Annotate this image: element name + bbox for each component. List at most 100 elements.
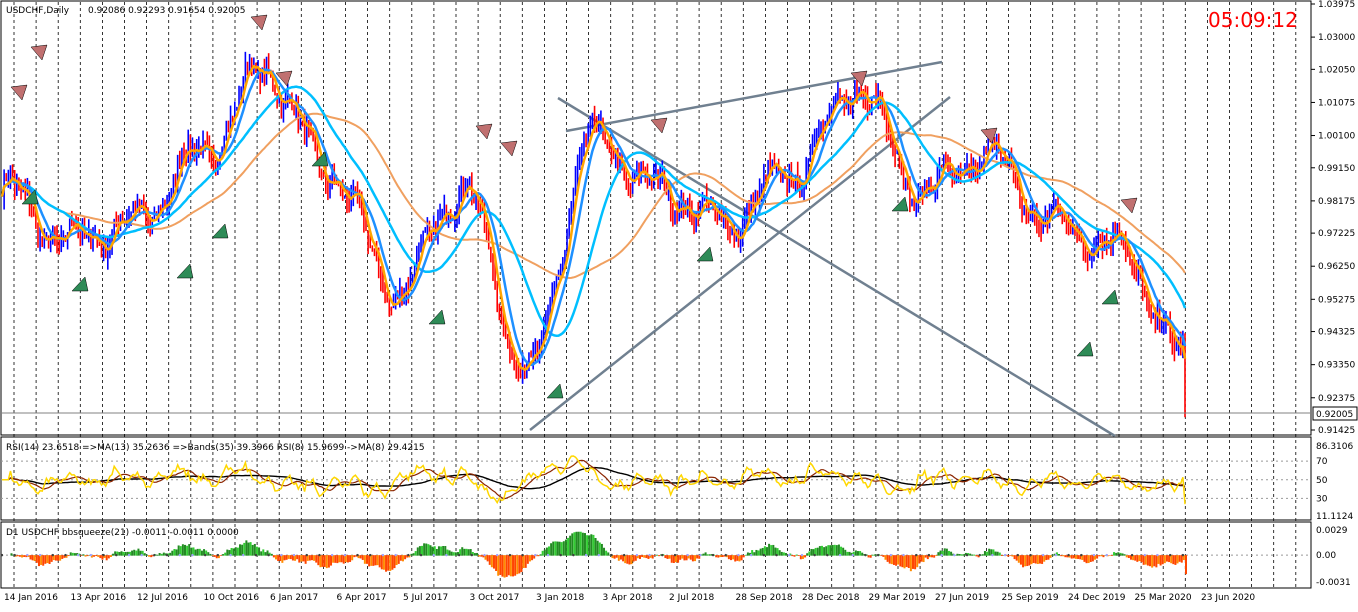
bbsqueeze-bar bbox=[1051, 554, 1054, 556]
bbsqueeze-bar bbox=[319, 555, 322, 568]
rsi-legend: RSI(14) 23.6518 =>MA(13) 35.2636 =>Bands… bbox=[6, 443, 425, 453]
squeeze-dot bbox=[1092, 553, 1096, 557]
bbsqueeze-bar bbox=[105, 555, 108, 561]
squeeze-dot bbox=[496, 553, 499, 557]
bbsqueeze-bar bbox=[556, 541, 559, 556]
squeeze-dot bbox=[1003, 553, 1007, 557]
bbsqueeze-bar bbox=[1060, 555, 1063, 557]
bbsqueeze-bar bbox=[351, 555, 354, 561]
bbsqueeze-bar bbox=[1034, 555, 1037, 564]
bbsqueeze-bar bbox=[990, 549, 993, 556]
bbsqueeze-bar bbox=[619, 555, 622, 560]
bbsqueeze-bar bbox=[376, 555, 379, 566]
bbsqueeze-bar bbox=[751, 550, 754, 556]
bbsqueeze-bar bbox=[1032, 555, 1035, 564]
bbsqueeze-bar bbox=[933, 555, 936, 558]
bbsqueeze-bar bbox=[258, 547, 261, 556]
squeeze-dot bbox=[178, 553, 181, 557]
bbsqueeze-bar bbox=[370, 555, 373, 566]
trendline bbox=[529, 96, 951, 431]
sell-arrow bbox=[650, 117, 668, 134]
bbsqueeze-bar bbox=[1115, 552, 1118, 556]
bbsqueeze-bar bbox=[776, 548, 779, 556]
rsi-tick-label: 50 bbox=[1316, 476, 1328, 486]
squeeze-dot bbox=[267, 553, 270, 557]
sell-arrow bbox=[1120, 197, 1138, 214]
bbsqueeze-bar bbox=[188, 544, 191, 556]
bbsqueeze-bar bbox=[630, 555, 633, 565]
bbsqueeze-bar bbox=[169, 552, 172, 556]
bbsqueeze-bar bbox=[374, 555, 377, 566]
bbsqueeze-bar bbox=[145, 554, 148, 556]
bbsqueeze-bar bbox=[162, 552, 165, 556]
squeeze-dot bbox=[800, 553, 804, 557]
bbsqueeze-bar bbox=[215, 555, 218, 559]
bbsqueeze-bar bbox=[653, 555, 656, 556]
bbsqueeze-bar bbox=[152, 555, 155, 557]
squeeze-dot bbox=[432, 553, 435, 557]
buy-arrow bbox=[428, 309, 446, 325]
bbsqueeze-bar bbox=[217, 555, 220, 559]
bbsqueeze-bar bbox=[294, 555, 297, 561]
bbsqueeze-bar bbox=[721, 555, 724, 557]
bbsqueeze-bar bbox=[488, 555, 491, 565]
bbsqueeze-bar bbox=[558, 541, 561, 556]
bbsqueeze-bar bbox=[626, 555, 629, 564]
bbsqueeze-bar bbox=[423, 543, 426, 556]
bbsqueeze-bar bbox=[981, 554, 984, 556]
bbsqueeze-bar bbox=[871, 554, 874, 556]
bbsqueeze-bar bbox=[1098, 555, 1101, 557]
bbsqueeze-bar bbox=[338, 555, 341, 563]
bbsqueeze-bar bbox=[42, 555, 45, 566]
bbsqueeze-bar bbox=[484, 555, 487, 560]
bbsqueeze-bar bbox=[1011, 555, 1014, 557]
bbsqueeze-bar bbox=[850, 552, 853, 556]
bbsqueeze-bar bbox=[270, 553, 273, 556]
bbsqueeze-bar bbox=[31, 555, 34, 561]
bbsqueeze-bar bbox=[1178, 555, 1181, 562]
bbsqueeze-bar bbox=[590, 534, 593, 556]
bbsqueeze-bar bbox=[763, 546, 766, 556]
squeeze-dot bbox=[356, 553, 359, 557]
bbsqueeze-bar bbox=[473, 553, 476, 556]
bbsqueeze-bar bbox=[732, 555, 735, 560]
time-tick-label: 28 Dec 2018 bbox=[802, 593, 860, 603]
bbsqueeze-bar bbox=[492, 555, 495, 569]
bbsqueeze-bar bbox=[962, 554, 965, 556]
bbsqueeze-bar bbox=[577, 531, 580, 556]
bbsqueeze-bar bbox=[1174, 555, 1177, 565]
bbsqueeze-bar bbox=[730, 555, 732, 561]
bbsqueeze-bar bbox=[888, 555, 891, 564]
bbsqueeze-bar bbox=[1049, 555, 1052, 558]
squeeze-dot bbox=[978, 553, 981, 557]
bbsqueeze-bar bbox=[895, 555, 898, 566]
bbsqueeze-bar bbox=[571, 533, 574, 556]
bbsqueeze-bar bbox=[219, 555, 222, 556]
bbsqueeze-bar bbox=[782, 552, 785, 556]
bbsqueeze-bar bbox=[912, 555, 914, 569]
bbsqueeze-bar bbox=[1072, 555, 1075, 559]
bbsqueeze-bar bbox=[101, 555, 104, 560]
bbsqueeze-bar bbox=[1041, 555, 1044, 564]
bbsqueeze-bar bbox=[251, 544, 254, 556]
trendlines bbox=[529, 60, 1116, 438]
bbsqueeze-bar bbox=[1100, 555, 1103, 557]
bbsqueeze-bar bbox=[581, 532, 584, 556]
bbsqueeze-bar bbox=[742, 555, 745, 558]
bbsqueeze-bar bbox=[433, 546, 436, 556]
bbsqueeze-bar bbox=[1019, 555, 1022, 565]
bbsqueeze-bar bbox=[260, 551, 263, 556]
bbsqueeze-bar bbox=[825, 546, 828, 556]
bbsqueeze-bar bbox=[368, 555, 371, 567]
bbsqueeze-bar bbox=[332, 555, 335, 563]
bbsqueeze-bar bbox=[1165, 555, 1168, 562]
bbsqueeze-bar bbox=[1170, 555, 1173, 564]
bbsqueeze-bar bbox=[18, 555, 21, 557]
bbsqueeze-bar bbox=[97, 555, 100, 557]
squeeze-dot bbox=[165, 553, 169, 557]
bbsqueeze-bar bbox=[1142, 555, 1145, 565]
bbsqueeze-bar bbox=[205, 550, 208, 556]
bbsqueeze-bar bbox=[806, 553, 809, 556]
squeeze-dot bbox=[292, 553, 296, 557]
